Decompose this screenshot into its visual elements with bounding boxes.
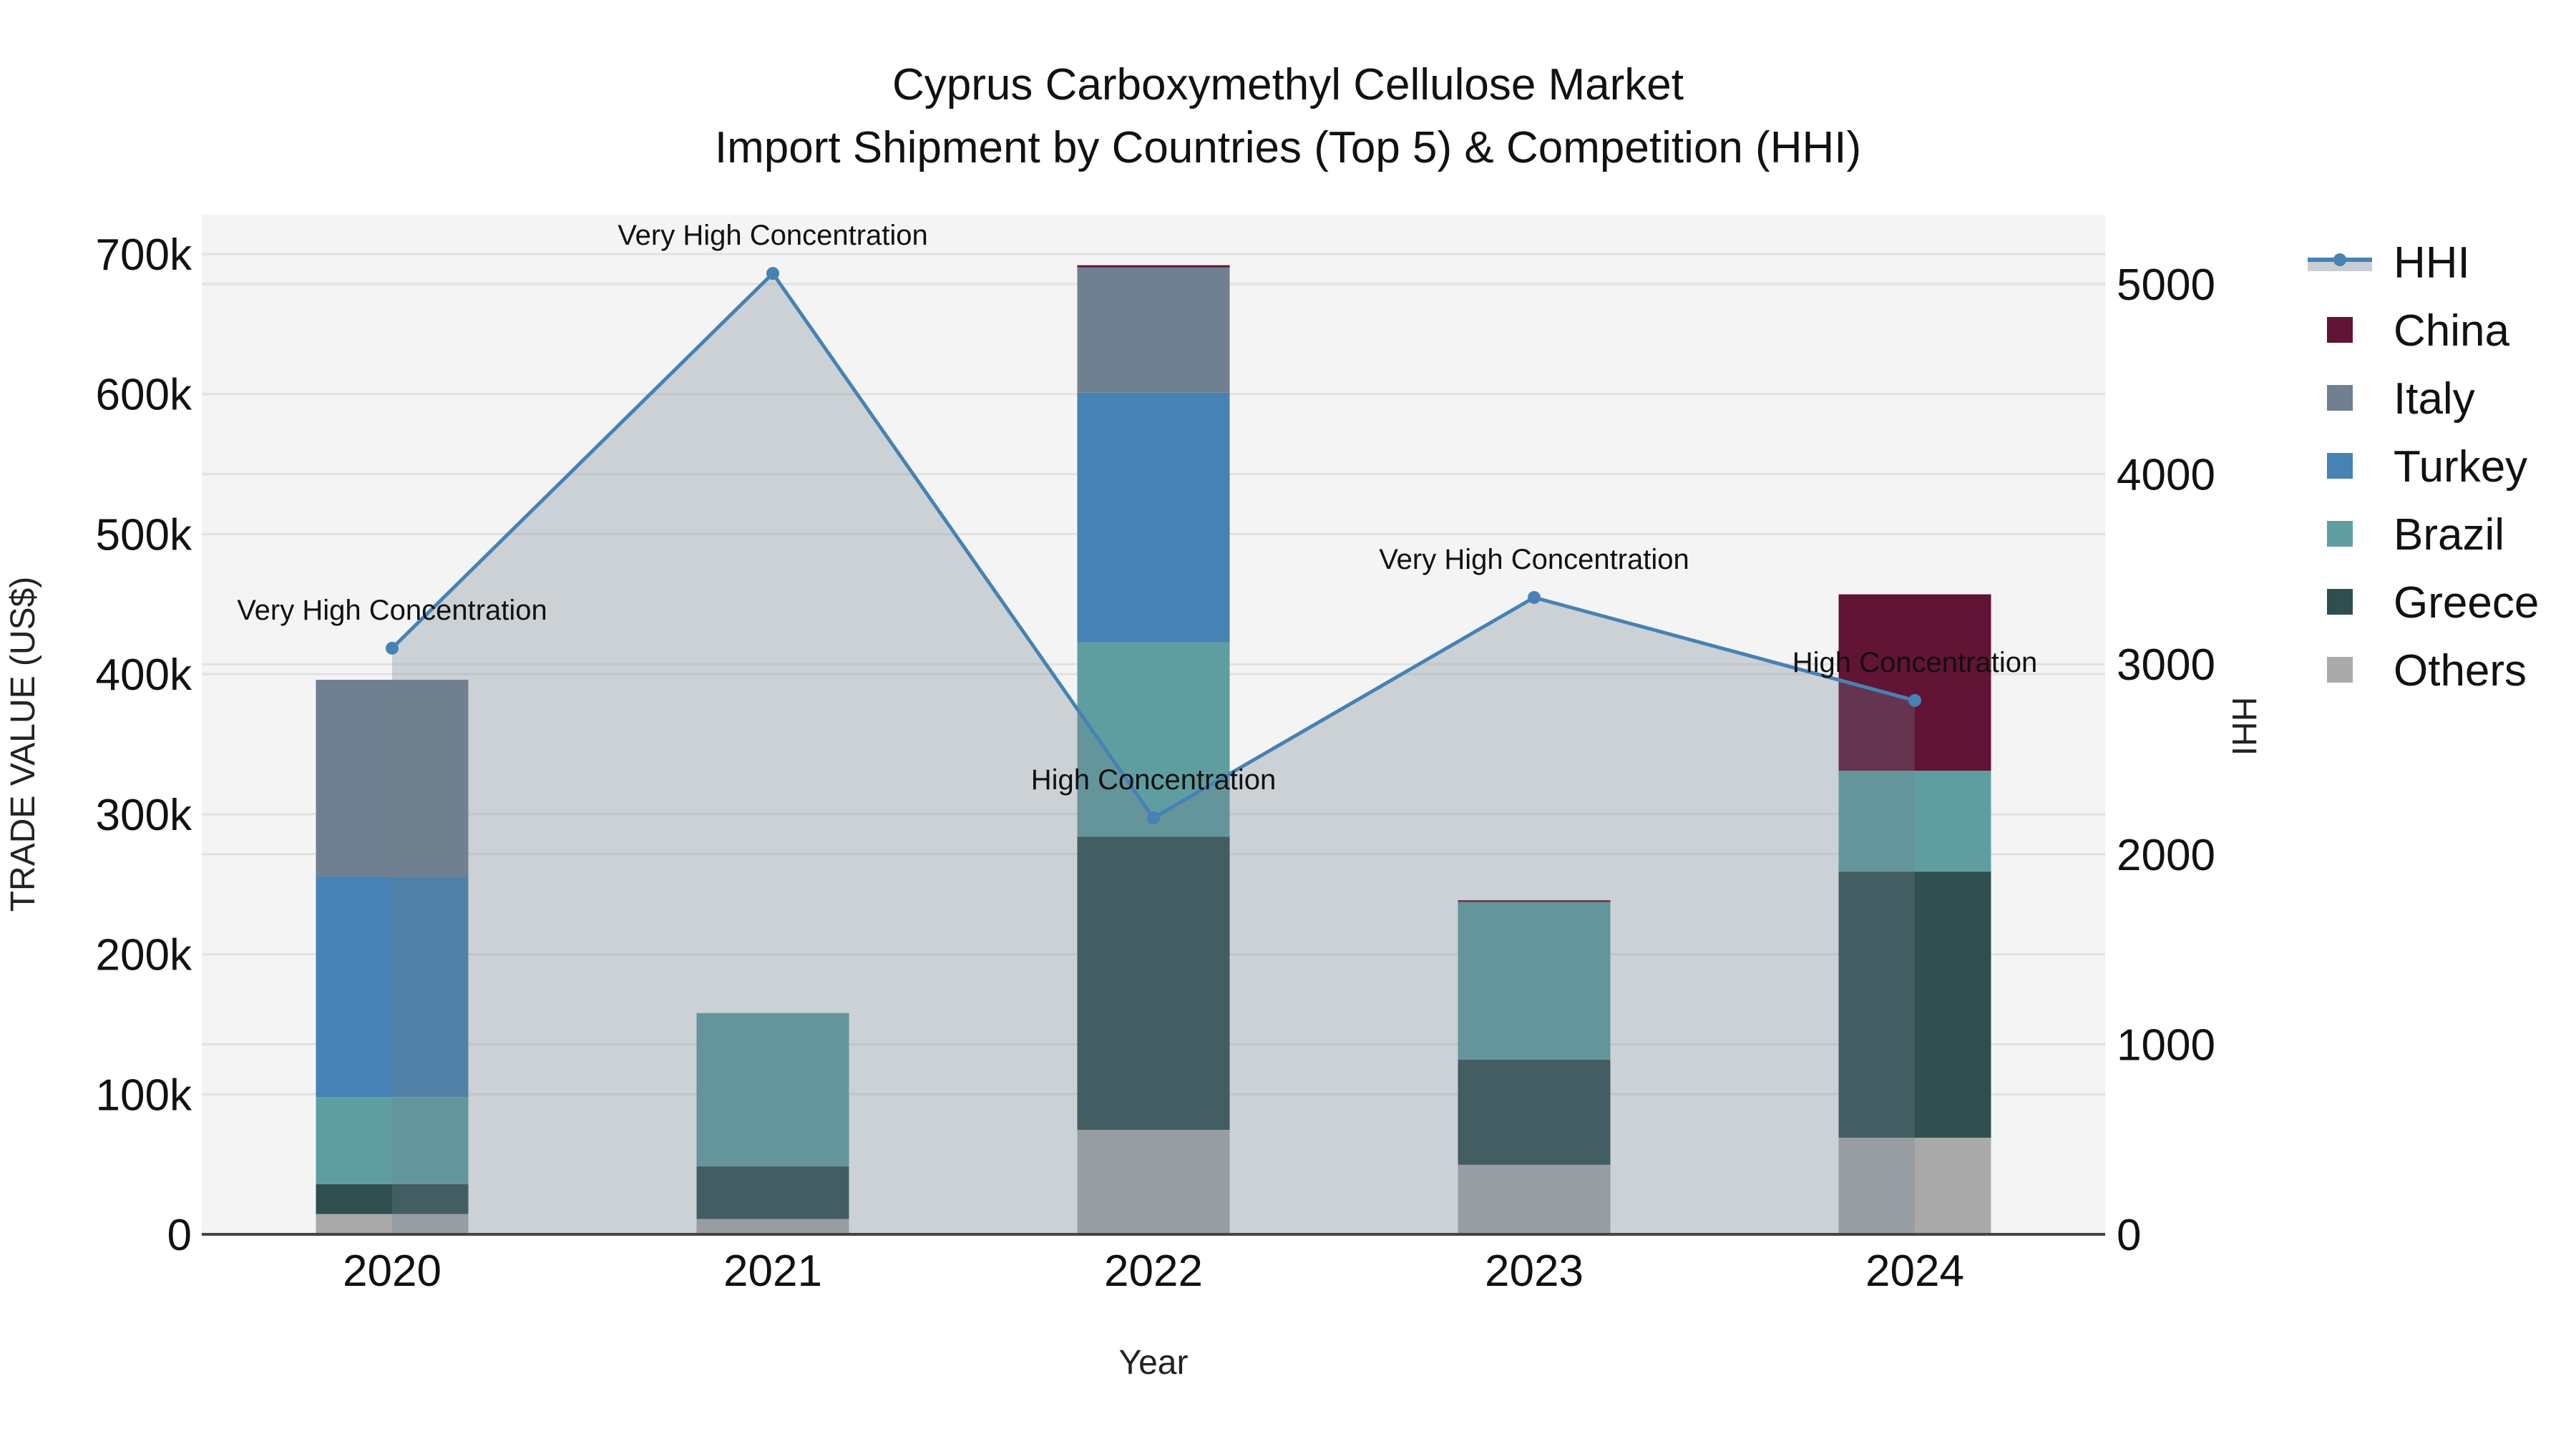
bar-stack-2023	[1458, 900, 1611, 1234]
legend-label: Greece	[2394, 578, 2539, 628]
bar-segment-turkey[interactable]	[316, 876, 469, 1098]
y-left-tick-label: 500k	[96, 510, 192, 560]
legend-label: Others	[2394, 646, 2527, 696]
bar-segment-others[interactable]	[1077, 1129, 1230, 1234]
bar-segment-others[interactable]	[1458, 1164, 1611, 1234]
hhi-marker[interactable]	[1147, 811, 1160, 825]
chart-subtitle: Import Shipment by Countries (Top 5) & C…	[0, 126, 2576, 170]
bar-segment-china[interactable]	[1838, 594, 1991, 771]
y-right-tick-label: 3000	[2117, 640, 2215, 690]
stacked-bars	[316, 265, 1991, 1234]
hhi-marker[interactable]	[1908, 693, 1921, 707]
legend-item-italy[interactable]: Italy	[2327, 374, 2475, 424]
bar-segment-greece[interactable]	[316, 1184, 469, 1214]
bar-stack-2024	[1838, 594, 1991, 1234]
legend-label: HHI	[2394, 238, 2470, 288]
x-axis-title: Year	[1119, 1344, 1189, 1382]
y-left-tick-label: 300k	[96, 791, 192, 840]
legend-item-china[interactable]: China	[2327, 306, 2510, 356]
bar-segment-china[interactable]	[1077, 265, 1230, 268]
hhi-annotation: Very High Concentration	[618, 220, 928, 251]
chart-title-line-2: Import Shipment by Countries (Top 5) & C…	[714, 123, 1862, 172]
y-left-tick-label: 400k	[96, 650, 192, 700]
y-left-tick-label: 100k	[96, 1070, 192, 1120]
y-left-tick-label: 0	[167, 1211, 192, 1260]
legend-item-hhi[interactable]: HHI	[2308, 238, 2470, 288]
chart-title-line-1: Cyprus Carboxymethyl Cellulose Market	[892, 60, 1684, 109]
y-left-tick-label: 200k	[96, 931, 192, 980]
bar-segment-brazil[interactable]	[316, 1097, 469, 1184]
legend-swatch-icon	[2327, 317, 2353, 343]
y-right-tick-label: 2000	[2117, 831, 2215, 880]
legend-label: Italy	[2394, 374, 2475, 424]
legend-item-turkey[interactable]: Turkey	[2327, 442, 2527, 492]
bar-segment-italy[interactable]	[316, 679, 469, 877]
y-left-tick-label: 700k	[96, 230, 192, 280]
legend-swatch-icon	[2327, 385, 2353, 411]
bar-segment-greece[interactable]	[1077, 836, 1230, 1130]
y-right-tick-label: 1000	[2117, 1020, 2215, 1070]
left-axis-ticks: 0 100k 200k 300k 400k 500k 600k 700k	[96, 230, 192, 1260]
y-right-tick-label: 4000	[2117, 451, 2215, 500]
hhi-marker[interactable]	[766, 267, 779, 280]
bar-segment-brazil[interactable]	[1458, 902, 1611, 1060]
hhi-annotation: Very High Concentration	[237, 595, 547, 626]
legend-label: China	[2394, 306, 2510, 356]
legend-item-others[interactable]: Others	[2327, 646, 2527, 696]
legend-swatch-icon	[2327, 453, 2353, 479]
bar-segment-brazil[interactable]	[1838, 771, 1991, 872]
x-tick-label: 2023	[1485, 1246, 1584, 1296]
legend-hhi-marker-icon	[2333, 253, 2346, 266]
legend-label: Brazil	[2394, 510, 2504, 560]
bar-segment-italy[interactable]	[1077, 267, 1230, 393]
hhi-series: Very High Concentration Very High Concent…	[237, 220, 2037, 1234]
bar-segment-others[interactable]	[696, 1219, 849, 1234]
legend-label: Turkey	[2394, 442, 2527, 492]
bar-segment-others[interactable]	[1838, 1137, 1991, 1234]
bar-segment-brazil[interactable]	[1077, 642, 1230, 837]
chart-title: Cyprus Carboxymethyl Cellulose Market	[0, 63, 2576, 107]
hhi-annotation: Very High Concentration	[1379, 544, 1689, 575]
legend-swatch-icon	[2327, 521, 2353, 547]
x-axis-ticks: 2020 2021 2022 2023 2024	[343, 1246, 1964, 1296]
x-tick-label: 2021	[723, 1246, 822, 1296]
legend-item-brazil[interactable]: Brazil	[2327, 510, 2504, 560]
bar-segment-turkey[interactable]	[1077, 392, 1230, 643]
bar-stack-2022	[1077, 265, 1230, 1234]
bar-stack-2020	[316, 679, 469, 1234]
bar-segment-others[interactable]	[316, 1214, 469, 1234]
y-right-tick-label: 0	[2117, 1211, 2141, 1260]
bar-segment-china[interactable]	[1458, 900, 1611, 902]
x-tick-label: 2020	[343, 1246, 441, 1296]
hhi-marker[interactable]	[1528, 590, 1541, 604]
hhi-annotation: High Concentration	[1792, 647, 2037, 678]
legend-item-greece[interactable]: Greece	[2327, 578, 2539, 628]
hhi-area-fill	[392, 273, 1915, 1234]
hhi-annotation: High Concentration	[1031, 764, 1276, 796]
legend-swatch-icon	[2327, 589, 2353, 615]
y-left-tick-label: 600k	[96, 371, 192, 420]
x-tick-label: 2024	[1865, 1246, 1964, 1296]
bar-segment-greece[interactable]	[1458, 1059, 1611, 1165]
right-axis-ticks: 0 1000 2000 3000 4000 5000	[2117, 260, 2215, 1260]
y-right-tick-label: 5000	[2117, 260, 2215, 310]
y-left-axis-title: TRADE VALUE (US$)	[4, 577, 42, 912]
legend: HHI China Italy Turkey Brazil Greece Others	[2308, 238, 2539, 696]
bar-segment-greece[interactable]	[696, 1166, 849, 1219]
hhi-marker[interactable]	[386, 641, 399, 655]
bar-segment-brazil[interactable]	[696, 1013, 849, 1167]
legend-swatch-icon	[2327, 657, 2353, 683]
x-tick-label: 2022	[1104, 1246, 1203, 1296]
bar-segment-greece[interactable]	[1838, 872, 1991, 1138]
bar-stack-2021	[696, 1013, 849, 1234]
y-right-axis-title: HHI	[2225, 697, 2263, 756]
